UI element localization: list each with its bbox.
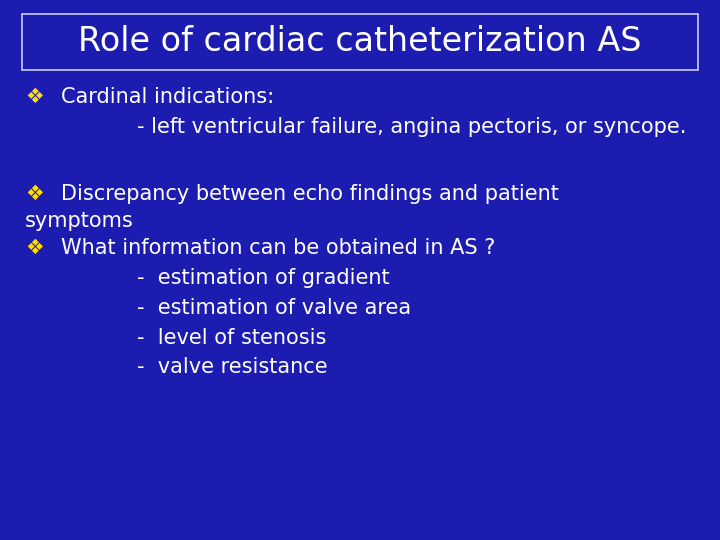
Text: Discrepancy between echo findings and patient: Discrepancy between echo findings and pa… [61, 184, 559, 205]
Text: - left ventricular failure, angina pectoris, or syncope.: - left ventricular failure, angina pecto… [137, 117, 686, 137]
Text: ❖: ❖ [25, 238, 44, 259]
Text: -  estimation of gradient: - estimation of gradient [137, 268, 390, 288]
Text: symptoms: symptoms [25, 211, 134, 232]
Text: -  level of stenosis: - level of stenosis [137, 327, 326, 348]
Text: ❖: ❖ [25, 184, 44, 205]
Text: Role of cardiac catheterization AS: Role of cardiac catheterization AS [78, 25, 642, 58]
Text: -  valve resistance: - valve resistance [137, 357, 328, 377]
Text: Cardinal indications:: Cardinal indications: [61, 87, 274, 107]
Text: -  estimation of valve area: - estimation of valve area [137, 298, 411, 318]
FancyBboxPatch shape [22, 14, 698, 70]
Text: What information can be obtained in AS ?: What information can be obtained in AS ? [61, 238, 495, 259]
Text: ❖: ❖ [25, 87, 44, 107]
